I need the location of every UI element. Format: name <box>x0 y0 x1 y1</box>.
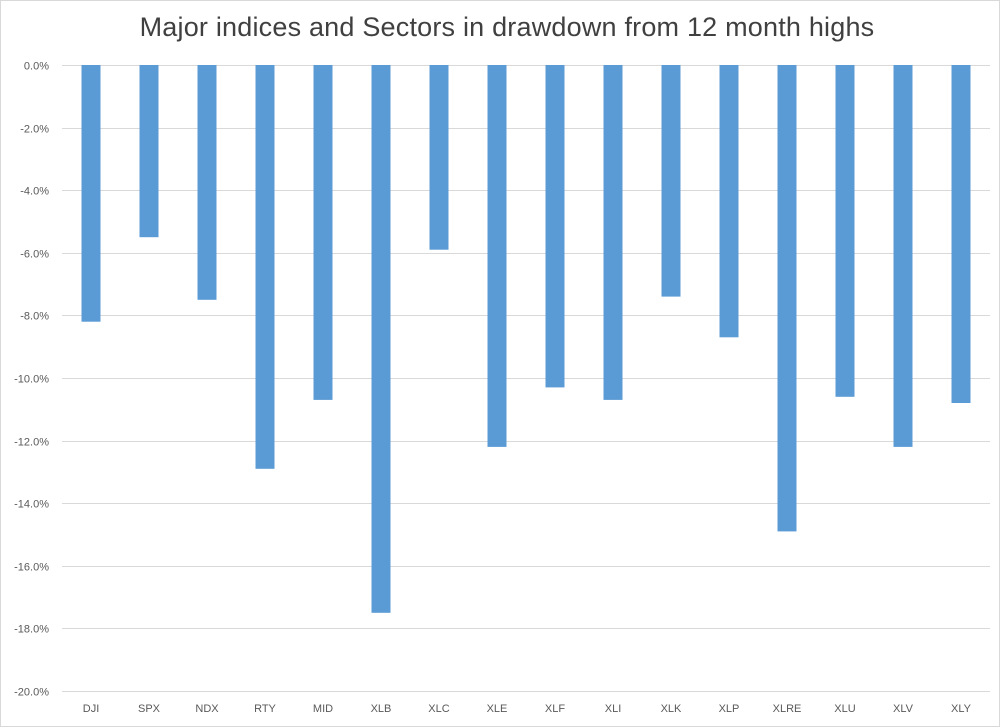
chart-title: Major indices and Sectors in drawdown fr… <box>139 12 875 42</box>
gridlines <box>62 65 990 692</box>
bar-xlb <box>371 65 391 613</box>
y-tick-label: -4.0% <box>20 186 49 198</box>
bar-dji <box>81 65 101 322</box>
bar-spx <box>139 65 159 238</box>
bar-xlk <box>661 65 681 297</box>
x-category-label: NDX <box>195 703 219 715</box>
bar-xlre <box>777 65 797 532</box>
x-category-label: XLRE <box>773 703 802 715</box>
y-tick-label: -2.0% <box>20 124 49 136</box>
y-tick-label: -16.0% <box>14 562 49 574</box>
x-category-label: XLF <box>545 703 565 715</box>
y-tick-label: -8.0% <box>20 311 49 323</box>
bar-xli <box>603 65 623 400</box>
x-category-label: DJI <box>83 703 100 715</box>
x-category-label: XLI <box>605 703 622 715</box>
x-category-label: XLP <box>719 703 740 715</box>
x-category-label: XLE <box>487 703 508 715</box>
bar-rty <box>255 65 275 469</box>
y-tick-label: -12.0% <box>14 437 49 449</box>
y-tick-label: -18.0% <box>14 624 49 636</box>
x-axis-category-labels: DJI SPX NDX RTY MID XLB XLC XLE XLF XLI XLK XLP XLRE… <box>83 703 972 715</box>
bar-xlc <box>429 65 449 250</box>
y-tick-label: -14.0% <box>14 499 49 511</box>
x-category-label: XLU <box>834 703 855 715</box>
bar-xlu <box>835 65 855 397</box>
x-category-label: XLY <box>951 703 972 715</box>
x-category-label: SPX <box>138 703 161 715</box>
bar-xlp <box>719 65 739 338</box>
bar-ndx <box>197 65 217 300</box>
y-tick-label: -10.0% <box>14 374 49 386</box>
y-tick-label: -20.0% <box>14 687 49 699</box>
y-tick-label: 0.0% <box>24 61 49 73</box>
x-category-label: MID <box>313 703 333 715</box>
bar-xlf <box>545 65 565 388</box>
x-category-label: XLB <box>371 703 392 715</box>
y-tick-label: -6.0% <box>20 249 49 261</box>
x-category-label: XLC <box>428 703 449 715</box>
bar-xle <box>487 65 507 447</box>
bars <box>81 65 971 613</box>
x-category-label: XLK <box>661 703 682 715</box>
x-category-label: XLV <box>893 703 914 715</box>
y-axis-tick-labels: 0.0% -2.0% -4.0% -6.0% -8.0% -10.0% -12.0% -14.… <box>14 61 49 699</box>
x-category-label: RTY <box>254 703 276 715</box>
bar-mid <box>313 65 333 400</box>
bar-xlv <box>893 65 913 447</box>
bar-xly <box>951 65 971 403</box>
